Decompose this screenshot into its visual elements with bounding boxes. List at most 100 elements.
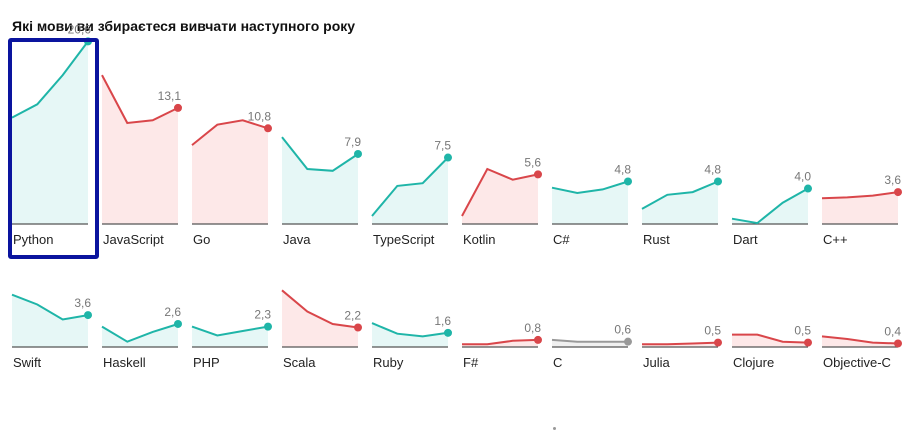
series-line	[101, 74, 179, 125]
series-line	[641, 180, 719, 210]
series-line	[371, 156, 449, 217]
value-label: 13,1	[158, 89, 182, 103]
series-line	[731, 187, 809, 225]
language-label: C#	[553, 232, 570, 247]
panel-c: 0,6	[551, 323, 632, 348]
panel-go: 10,8	[191, 109, 272, 225]
language-label: PHP	[193, 355, 220, 370]
language-label: JavaScript	[103, 232, 164, 247]
series-line	[281, 136, 359, 172]
series-area	[552, 181, 628, 224]
series-area	[102, 324, 178, 347]
series-line	[191, 119, 269, 146]
end-point	[264, 124, 272, 133]
language-label: F#	[463, 355, 479, 370]
end-point	[804, 184, 812, 193]
series-area	[192, 326, 268, 347]
panel-rust: 4,8	[641, 162, 722, 225]
end-point	[624, 177, 632, 186]
language-label: Julia	[643, 355, 670, 370]
end-point	[534, 170, 542, 179]
value-label: 7,5	[434, 139, 451, 153]
panel-c-: 4,8	[551, 162, 632, 225]
series-area	[372, 157, 448, 224]
language-label: Go	[193, 232, 211, 247]
series-area	[12, 41, 88, 225]
value-label: 2,2	[344, 309, 361, 323]
end-point	[624, 337, 632, 346]
panel-typescript: 7,5	[371, 139, 452, 225]
language-label: TypeScript	[373, 232, 435, 247]
panel-objective-c: 0,4	[821, 324, 902, 348]
language-label: C	[553, 355, 563, 370]
end-point	[354, 149, 362, 158]
value-label: 1,6	[434, 314, 451, 328]
value-label: 4,0	[794, 170, 811, 184]
value-label: 4,8	[614, 162, 631, 176]
chart-title: Які мови ви збираєтеся вивчати наступног…	[12, 18, 356, 34]
end-point	[894, 188, 902, 197]
series-area	[822, 192, 898, 224]
series-line	[551, 338, 628, 343]
panel-php: 2,3	[191, 308, 272, 348]
series-line	[101, 323, 179, 343]
stray-dot	[553, 427, 556, 430]
series-line	[821, 191, 899, 200]
panel-dart: 4,0	[731, 170, 812, 225]
value-label: 4,8	[704, 162, 721, 176]
series-line	[642, 341, 719, 346]
language-label: Haskell	[103, 355, 146, 370]
series-line	[11, 293, 89, 321]
end-point	[84, 37, 92, 46]
value-label: 0,5	[794, 324, 811, 338]
value-label: 20,6	[68, 22, 92, 36]
language-label: Java	[283, 232, 311, 247]
language-label: Clojure	[733, 355, 775, 370]
panel-julia: 0,5	[642, 324, 722, 348]
panel-c-: 3,6	[821, 173, 902, 225]
series-line	[191, 325, 269, 337]
end-point	[714, 338, 722, 347]
series-area	[192, 120, 268, 224]
end-point	[174, 319, 182, 328]
language-label: Dart	[733, 232, 758, 247]
end-point	[84, 311, 92, 320]
series-line	[732, 333, 809, 344]
end-point	[804, 338, 812, 347]
panel-kotlin: 5,6	[461, 155, 542, 225]
panel-clojure: 0,5	[732, 324, 812, 348]
value-label: 3,6	[884, 173, 901, 187]
value-label: 0,5	[704, 324, 721, 338]
series-line	[11, 40, 89, 119]
panel-swift: 3,6	[11, 293, 92, 348]
value-label: 3,6	[74, 296, 91, 310]
language-label: Swift	[13, 355, 42, 370]
end-point	[534, 335, 542, 344]
series-area	[732, 334, 808, 347]
value-label: 2,3	[254, 308, 271, 322]
language-label: C++	[823, 232, 848, 247]
language-label: Scala	[283, 355, 316, 370]
series-line	[462, 338, 539, 346]
series-line	[281, 289, 359, 329]
language-label: Kotlin	[463, 232, 496, 247]
panel-java: 7,9	[281, 135, 362, 225]
value-label: 2,6	[164, 305, 181, 319]
series-line	[821, 335, 899, 345]
series-area	[282, 137, 358, 224]
end-point	[894, 339, 902, 348]
panel-python: 20,6	[11, 22, 92, 225]
language-label: Python	[13, 232, 54, 247]
end-point	[444, 328, 452, 337]
language-label: Objective-C	[823, 355, 891, 370]
value-label: 10,8	[248, 109, 272, 123]
end-point	[714, 177, 722, 186]
value-label: 0,4	[884, 324, 901, 338]
end-point	[354, 323, 362, 332]
series-area	[732, 188, 808, 224]
end-point	[444, 153, 452, 162]
value-label: 0,8	[524, 321, 541, 335]
language-label: Ruby	[373, 355, 404, 370]
panel-javascript: 13,1	[101, 74, 182, 225]
